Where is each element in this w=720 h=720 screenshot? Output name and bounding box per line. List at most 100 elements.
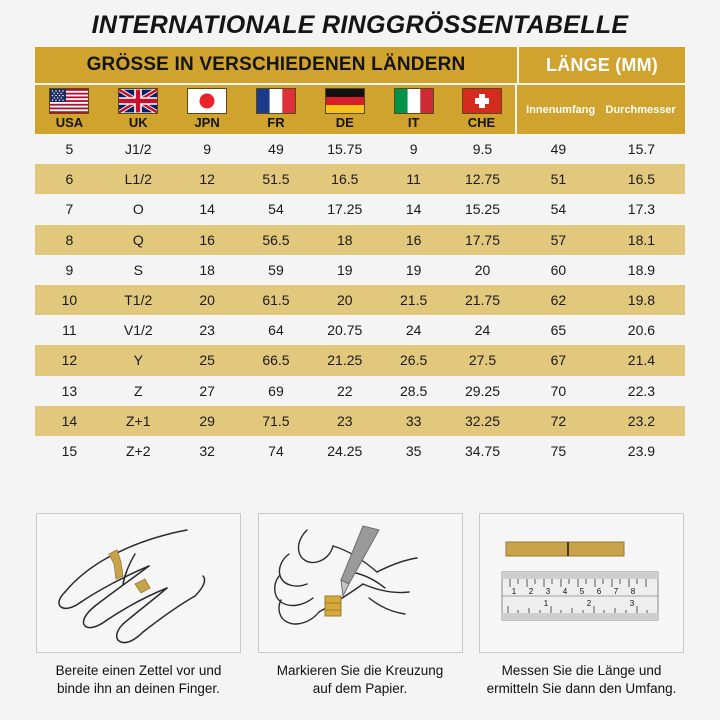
svg-text:3: 3 <box>546 587 551 596</box>
table-cell-fr: 51.5 <box>262 171 290 188</box>
table-cell-fr: 56.5 <box>262 231 290 248</box>
country-column-jpn: JPN <box>173 85 242 134</box>
instruction-step-2: Markieren Sie die Kreuzung auf dem Papie… <box>257 513 463 698</box>
table-cell-jpn: 23 <box>199 322 215 339</box>
table-cell-innenumfang: 70 <box>550 382 567 399</box>
table-cell-it: 19 <box>405 261 422 278</box>
table-cell-innenumfang: 49 <box>550 141 567 158</box>
table-cell-usa: 9 <box>65 261 74 278</box>
country-column-de: DE <box>310 85 379 134</box>
table-cell-durchmesser: 20.6 <box>627 322 656 339</box>
instruction-caption-2-line2: auf dem Papier. <box>312 681 408 696</box>
table-cell-de: 21.25 <box>327 352 363 369</box>
table-cell-che: 21.75 <box>464 292 500 309</box>
table-cell-usa: 8 <box>65 231 74 248</box>
table-cell-uk: L1/2 <box>124 171 152 188</box>
table-cell-de: 16.5 <box>331 171 359 188</box>
table-cell-it: 28.5 <box>400 382 428 399</box>
country-label-it: IT <box>407 115 420 130</box>
table-cell-de: 20 <box>337 292 353 309</box>
instruction-caption-2-line1: Markieren Sie die Kreuzung <box>276 663 444 678</box>
instruction-step-1: Bereite einen Zettel vor und binde ihn a… <box>36 513 241 698</box>
table-cell-innenumfang: 57 <box>550 231 567 248</box>
table-row: 5 J1/2 9 49 15.75 9 9.5 49 15.7 <box>35 134 685 165</box>
table-cell-innenumfang: 60 <box>550 261 567 278</box>
table-row: 9 S 18 59 19 19 20 60 18.9 <box>35 254 685 285</box>
instruction-step-3: 1 2 3 4 5 6 7 8 1 2 3 <box>479 513 684 698</box>
svg-text:5: 5 <box>580 587 585 596</box>
length-column-label-durchmesser: Durchmesser <box>605 103 676 116</box>
table-cell-durchmesser: 18.1 <box>627 231 656 248</box>
country-column-che: CHE <box>448 85 517 134</box>
table-cell-jpn: 9 <box>203 141 211 158</box>
table-cell-it: 11 <box>406 171 421 188</box>
table-cell-che: 15.25 <box>464 201 500 218</box>
flag-italy-icon <box>393 88 434 114</box>
instruction-caption-3-line1: Messen Sie die Länge und <box>501 663 662 678</box>
table-row: 10 T1/2 20 61.5 20 21.5 21.75 62 19.8 <box>35 284 685 316</box>
table-cell-uk: S <box>133 261 143 278</box>
table-cell-che: 17.75 <box>464 231 500 248</box>
table-cell-usa: 5 <box>65 141 74 158</box>
table-cell-durchmesser: 18.9 <box>627 261 656 278</box>
table-cell-jpn: 27 <box>199 382 215 399</box>
ruler-measuring-strip-icon: 1 2 3 4 5 6 7 8 1 2 3 <box>479 513 684 653</box>
table-cell-innenumfang: 51 <box>550 171 567 188</box>
table-cell-fr: 71.5 <box>262 412 290 429</box>
country-column-it: IT <box>379 85 448 134</box>
table-cell-uk: Y <box>133 352 143 369</box>
country-column-fr: FR <box>242 85 311 134</box>
table-cell-che: 32.25 <box>464 412 500 429</box>
table-header-countries: USA UK JPN <box>35 83 685 134</box>
svg-text:2: 2 <box>587 599 592 608</box>
table-cell-durchmesser: 17.3 <box>627 201 656 218</box>
table-cell-usa: 10 <box>61 292 78 309</box>
table-row: 13 Z 27 69 22 28.5 29.25 70 22.3 <box>35 375 685 406</box>
flag-japan-icon <box>187 88 228 114</box>
instruction-caption-2: Markieren Sie die Kreuzung auf dem Papie… <box>258 662 463 698</box>
svg-text:8: 8 <box>631 587 636 596</box>
flag-switzerland-icon <box>461 88 502 114</box>
table-cell-innenumfang: 62 <box>550 292 567 309</box>
table-cell-fr: 59 <box>268 261 284 278</box>
header-length-group-label: LÄNGE (MM) <box>546 54 658 75</box>
instruction-caption-1: Bereite einen Zettel vor und binde ihn a… <box>36 662 241 698</box>
country-label-jpn: JPN <box>194 115 220 130</box>
table-cell-de: 18 <box>337 231 353 248</box>
svg-text:3: 3 <box>630 599 635 608</box>
table-cell-fr: 64 <box>268 322 284 339</box>
table-cell-uk: T1/2 <box>124 292 153 309</box>
country-label-uk: UK <box>128 115 148 130</box>
table-cell-de: 22 <box>337 382 353 399</box>
table-cell-it: 35 <box>405 442 422 459</box>
table-cell-de: 20.75 <box>327 322 363 339</box>
table-cell-fr: 69 <box>268 382 284 399</box>
table-row: 6 L1/2 12 51.5 16.5 11 12.75 51 16.5 <box>35 164 685 195</box>
country-column-usa: USA <box>35 85 104 134</box>
table-cell-it: 24 <box>405 322 422 339</box>
flag-usa-icon <box>49 88 90 114</box>
table-cell-jpn: 14 <box>199 201 215 218</box>
table-cell-jpn: 20 <box>199 292 215 309</box>
table-cell-durchmesser: 21.4 <box>627 352 656 369</box>
table-body: 5 J1/2 9 49 15.75 9 9.5 49 15.7 6 L1/2 12 51.5 16.5 11… <box>35 134 685 467</box>
instruction-caption-3-line2: ermitteln Sie dann den Umfang. <box>486 681 677 696</box>
length-column-label-innenumfang: Innenumfang <box>526 103 596 116</box>
table-cell-usa: 15 <box>61 442 78 459</box>
table-cell-usa: 11 <box>62 322 77 339</box>
table-cell-jpn: 18 <box>199 261 215 278</box>
table-cell-it: 21.5 <box>400 292 428 309</box>
table-cell-uk: V1/2 <box>123 322 153 339</box>
table-cell-it: 16 <box>405 231 422 248</box>
hand-marking-with-pen-icon <box>257 513 463 653</box>
table-cell-fr: 61.5 <box>262 292 290 309</box>
flag-germany-icon <box>324 88 365 114</box>
table-row: 14 Z+1 29 71.5 23 33 32.25 72 23.2 <box>35 405 685 436</box>
table-cell-durchmesser: 15.7 <box>627 141 656 158</box>
table-cell-durchmesser: 19.8 <box>627 292 656 309</box>
country-column-uk: UK <box>104 85 173 134</box>
table-cell-che: 20 <box>474 261 491 278</box>
table-row: 15 Z+2 32 74 24.25 35 34.75 75 23.9 <box>35 435 685 467</box>
table-cell-uk: Z+1 <box>126 412 151 429</box>
table-cell-che: 29.25 <box>464 382 500 399</box>
